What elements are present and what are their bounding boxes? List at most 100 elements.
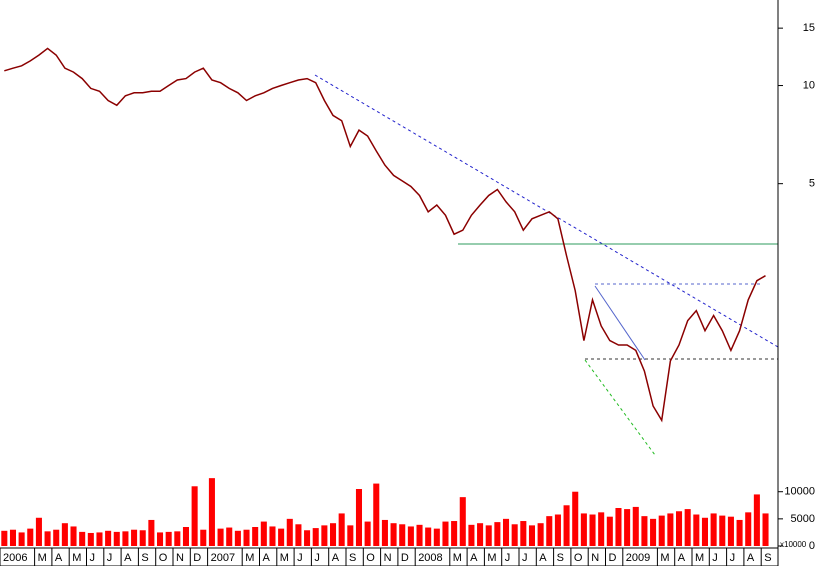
volume-bar bbox=[762, 513, 769, 546]
volume-bar bbox=[494, 522, 501, 546]
volume-bar bbox=[18, 532, 25, 546]
volume-bar bbox=[182, 527, 190, 546]
x-tick-label: D bbox=[401, 552, 409, 564]
volume-bar bbox=[675, 511, 683, 546]
volume-bar bbox=[390, 523, 397, 546]
y-tick-label: 5 bbox=[809, 178, 815, 190]
x-tick-label: N bbox=[176, 552, 184, 564]
volume-bar bbox=[546, 516, 553, 546]
volume-bar bbox=[87, 532, 94, 546]
x-tick-label: J bbox=[297, 552, 303, 564]
volume-bar bbox=[122, 531, 129, 546]
volume-bar bbox=[477, 523, 484, 546]
volume-bar bbox=[485, 525, 492, 546]
volume-bar bbox=[632, 506, 639, 546]
volume-bar bbox=[598, 512, 605, 546]
x-tick-label: J bbox=[505, 552, 511, 564]
volume-bar bbox=[381, 519, 388, 546]
volume-bar bbox=[70, 526, 77, 546]
x-tick-label: M bbox=[38, 552, 47, 564]
volume-bar bbox=[520, 521, 527, 546]
volume-bar bbox=[113, 531, 120, 546]
volume-bar bbox=[35, 517, 42, 546]
volume-bar bbox=[329, 523, 337, 546]
volume-bar bbox=[606, 516, 613, 546]
x-tick-label: M bbox=[660, 552, 669, 564]
volume-bar bbox=[1, 530, 8, 546]
x-tick-label: J bbox=[314, 552, 320, 564]
volume-bar bbox=[286, 518, 293, 546]
volume-bar bbox=[459, 497, 466, 546]
x-tick-label: J bbox=[712, 552, 718, 564]
x-tick-label: O bbox=[574, 552, 583, 564]
volume-bar bbox=[563, 505, 570, 546]
volume-bar bbox=[200, 529, 207, 546]
y-unit-label: x10000 bbox=[780, 540, 807, 549]
volume-bar bbox=[416, 524, 423, 546]
x-tick-label: 2009 bbox=[626, 552, 650, 564]
volume-bar bbox=[745, 512, 752, 546]
x-tick-label: M bbox=[72, 552, 81, 564]
x-tick-label: M bbox=[280, 552, 289, 564]
x-tick-label: A bbox=[470, 552, 478, 564]
volume-bar bbox=[347, 525, 354, 546]
volume-bar bbox=[252, 527, 259, 546]
volume-bar bbox=[131, 529, 138, 546]
volume-bar bbox=[684, 509, 691, 546]
x-tick-label: S bbox=[141, 552, 148, 564]
y-tick-label: 0 bbox=[809, 540, 815, 552]
volume-bar bbox=[312, 528, 319, 546]
channel-line bbox=[584, 359, 656, 456]
x-tick-label: A bbox=[332, 552, 340, 564]
volume-bar bbox=[295, 524, 302, 546]
volume-bar bbox=[650, 518, 657, 546]
volume-bar bbox=[451, 521, 458, 546]
x-tick-label: 2006 bbox=[3, 552, 27, 564]
volume-bar bbox=[61, 523, 68, 546]
volume-bar bbox=[364, 521, 371, 546]
volume-bar bbox=[641, 516, 648, 546]
volume-bar bbox=[269, 526, 276, 546]
x-tick-label: 2008 bbox=[418, 552, 442, 564]
volume-bar bbox=[9, 529, 17, 546]
volume-bar bbox=[226, 527, 233, 546]
volume-bar bbox=[425, 527, 432, 546]
volume-bar bbox=[658, 515, 665, 546]
volume-bar bbox=[693, 514, 700, 546]
volume-bar bbox=[278, 528, 285, 546]
volume-bar bbox=[191, 486, 198, 546]
volume-bar bbox=[53, 529, 60, 546]
volume-bar bbox=[701, 517, 709, 546]
volume-bar bbox=[174, 531, 181, 546]
volume-bar bbox=[407, 526, 414, 546]
x-tick-label: A bbox=[539, 552, 547, 564]
channel-line bbox=[594, 285, 646, 361]
volume-bar bbox=[442, 521, 449, 546]
y-tick-label: 5000 bbox=[791, 513, 815, 525]
volume-bar bbox=[727, 516, 734, 546]
volume-bar bbox=[321, 525, 328, 546]
x-tick-label: J bbox=[730, 552, 736, 564]
x-tick-label: 2007 bbox=[211, 552, 235, 564]
volume-bar bbox=[433, 528, 440, 546]
x-tick-label: S bbox=[349, 552, 356, 564]
volume-bar bbox=[399, 524, 406, 546]
x-tick-label: A bbox=[124, 552, 132, 564]
volume-bar bbox=[753, 494, 760, 546]
volume-bar bbox=[96, 532, 103, 546]
volume-bar bbox=[139, 530, 146, 546]
volume-bar bbox=[710, 513, 717, 546]
x-tick-label: J bbox=[107, 552, 113, 564]
y-tick-label: 10 bbox=[803, 79, 815, 91]
volume-bar bbox=[105, 530, 112, 546]
x-tick-label: N bbox=[591, 552, 599, 564]
x-tick-label: M bbox=[487, 552, 496, 564]
volume-bar bbox=[234, 530, 241, 546]
x-tick-label: M bbox=[245, 552, 254, 564]
volume-bar bbox=[511, 524, 518, 546]
volume-bar bbox=[79, 531, 86, 546]
volume-bar bbox=[554, 514, 561, 546]
volume-bar bbox=[468, 524, 475, 546]
